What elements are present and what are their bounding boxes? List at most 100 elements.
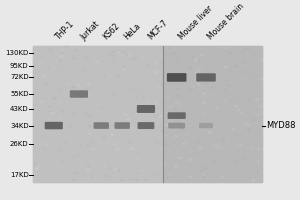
Circle shape	[49, 87, 52, 89]
Circle shape	[51, 112, 54, 114]
Circle shape	[160, 116, 163, 117]
Circle shape	[154, 115, 157, 117]
Circle shape	[177, 89, 179, 90]
Circle shape	[189, 67, 192, 69]
Circle shape	[155, 71, 158, 73]
Circle shape	[162, 143, 165, 145]
Text: 130KD: 130KD	[5, 50, 28, 56]
FancyBboxPatch shape	[115, 122, 130, 129]
Circle shape	[73, 172, 76, 174]
Circle shape	[216, 108, 218, 110]
Circle shape	[190, 88, 193, 90]
Circle shape	[69, 125, 72, 127]
FancyBboxPatch shape	[137, 105, 155, 113]
Circle shape	[121, 180, 123, 181]
Circle shape	[111, 134, 113, 136]
Text: HeLa: HeLa	[122, 22, 142, 42]
Circle shape	[195, 78, 198, 79]
FancyBboxPatch shape	[167, 73, 187, 82]
Circle shape	[111, 55, 114, 56]
Circle shape	[87, 88, 89, 90]
Circle shape	[127, 54, 130, 56]
Circle shape	[197, 69, 200, 71]
FancyBboxPatch shape	[94, 122, 109, 129]
Circle shape	[122, 123, 125, 125]
Circle shape	[61, 51, 64, 53]
Circle shape	[257, 148, 260, 150]
Circle shape	[202, 177, 205, 178]
Circle shape	[58, 125, 60, 126]
FancyBboxPatch shape	[70, 90, 88, 98]
Circle shape	[60, 56, 63, 57]
Circle shape	[49, 49, 52, 50]
Circle shape	[188, 159, 191, 161]
Circle shape	[136, 105, 139, 107]
Circle shape	[54, 97, 56, 99]
Circle shape	[195, 59, 198, 61]
Circle shape	[105, 175, 108, 177]
Circle shape	[92, 148, 95, 150]
Circle shape	[209, 132, 211, 133]
Circle shape	[44, 83, 47, 85]
Circle shape	[87, 166, 90, 167]
Circle shape	[117, 52, 120, 53]
Circle shape	[163, 164, 166, 165]
Circle shape	[173, 109, 176, 110]
Circle shape	[168, 47, 171, 49]
Circle shape	[175, 102, 178, 103]
Text: 95KD: 95KD	[10, 63, 28, 69]
Circle shape	[85, 95, 88, 97]
Circle shape	[57, 90, 60, 91]
Circle shape	[122, 68, 124, 70]
Circle shape	[116, 148, 119, 150]
Circle shape	[34, 163, 37, 164]
Circle shape	[36, 168, 38, 170]
Circle shape	[114, 169, 117, 170]
Circle shape	[62, 49, 64, 51]
Circle shape	[73, 58, 76, 59]
Circle shape	[223, 47, 226, 49]
Text: 26KD: 26KD	[10, 141, 28, 147]
Circle shape	[224, 66, 227, 68]
Circle shape	[221, 176, 224, 178]
Circle shape	[87, 169, 90, 170]
Circle shape	[113, 143, 116, 145]
Text: 43KD: 43KD	[10, 106, 28, 112]
Circle shape	[232, 128, 235, 129]
Text: 55KD: 55KD	[10, 91, 28, 97]
Circle shape	[243, 157, 246, 158]
Circle shape	[88, 133, 91, 134]
FancyBboxPatch shape	[168, 112, 186, 119]
Circle shape	[131, 127, 134, 129]
Circle shape	[33, 178, 36, 180]
Circle shape	[200, 54, 203, 56]
Circle shape	[122, 66, 124, 68]
Circle shape	[153, 108, 156, 109]
Circle shape	[84, 113, 87, 115]
Circle shape	[42, 75, 45, 76]
Circle shape	[41, 101, 44, 102]
Text: MYD88: MYD88	[266, 121, 296, 130]
Circle shape	[237, 110, 240, 111]
Circle shape	[135, 179, 137, 181]
Circle shape	[244, 71, 247, 73]
Circle shape	[161, 84, 164, 85]
Circle shape	[179, 157, 182, 159]
Circle shape	[248, 100, 250, 101]
FancyBboxPatch shape	[196, 73, 216, 82]
Circle shape	[88, 125, 91, 127]
Circle shape	[202, 93, 205, 94]
Circle shape	[247, 129, 250, 130]
Circle shape	[125, 54, 128, 56]
Circle shape	[156, 142, 158, 144]
Text: THP-1: THP-1	[54, 20, 76, 42]
Circle shape	[166, 112, 169, 114]
Text: 72KD: 72KD	[10, 74, 28, 80]
Circle shape	[253, 119, 255, 121]
Circle shape	[102, 107, 105, 109]
Circle shape	[217, 147, 220, 148]
Circle shape	[155, 62, 158, 64]
FancyBboxPatch shape	[168, 123, 185, 128]
Circle shape	[247, 124, 250, 126]
Circle shape	[258, 161, 260, 162]
